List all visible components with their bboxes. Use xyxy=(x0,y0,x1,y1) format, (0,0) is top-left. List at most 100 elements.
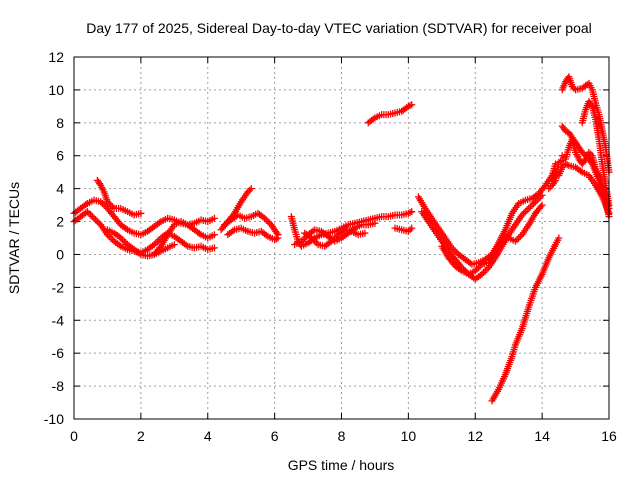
data-point xyxy=(511,237,519,245)
plot-frame xyxy=(73,56,610,420)
data-point xyxy=(83,208,91,216)
data-point xyxy=(404,209,412,217)
data-point xyxy=(155,219,163,227)
data-point xyxy=(450,246,458,254)
data-point xyxy=(562,127,570,135)
data-point xyxy=(369,115,377,123)
data-point xyxy=(102,203,110,211)
series-track-17 xyxy=(488,234,563,405)
data-point xyxy=(90,214,98,222)
data-point xyxy=(585,148,593,156)
data-point xyxy=(170,241,178,249)
data-point xyxy=(577,167,585,175)
y-tick-label: -6 xyxy=(52,345,65,361)
x-tick-label: 10 xyxy=(401,428,417,444)
data-point xyxy=(578,148,586,156)
data-point xyxy=(587,150,595,158)
data-point xyxy=(297,237,305,245)
data-point xyxy=(210,231,218,239)
series-track-12 xyxy=(364,101,416,127)
y-axis-label: SDTVAR / TECUs xyxy=(6,182,22,294)
data-point xyxy=(563,161,571,169)
data-point xyxy=(406,102,414,110)
data-point xyxy=(408,224,416,232)
data-point xyxy=(107,201,115,209)
data-point xyxy=(538,191,546,199)
y-tick-label: 0 xyxy=(56,246,64,262)
data-point xyxy=(156,244,164,252)
data-point xyxy=(154,237,162,245)
data-point xyxy=(516,232,524,240)
data-point xyxy=(518,211,526,219)
data-point xyxy=(536,193,544,201)
y-tick-label: -2 xyxy=(52,279,65,295)
data-point xyxy=(515,234,523,242)
data-point xyxy=(272,235,280,243)
data-point xyxy=(299,236,307,244)
data-point xyxy=(137,209,145,217)
data-point xyxy=(538,201,546,209)
data-point xyxy=(105,199,113,207)
series-track-22 xyxy=(578,97,613,209)
data-point xyxy=(262,231,270,239)
data-point xyxy=(88,213,96,221)
data-point xyxy=(210,244,218,252)
data-point xyxy=(475,264,483,272)
data-point xyxy=(271,236,279,244)
data-point xyxy=(526,203,534,211)
data-point xyxy=(246,186,254,194)
data-point xyxy=(107,234,115,242)
y-tick-label: 2 xyxy=(56,214,64,230)
data-point xyxy=(562,160,570,168)
data-point xyxy=(471,267,479,275)
data-point xyxy=(96,180,104,188)
data-point xyxy=(264,218,272,226)
series-track-13 xyxy=(391,224,416,235)
data-point xyxy=(533,196,541,204)
data-point xyxy=(408,208,416,216)
data-point xyxy=(150,241,158,249)
data-point xyxy=(456,266,464,274)
y-tick-label: 8 xyxy=(56,115,64,131)
data-point xyxy=(115,241,123,249)
data-point xyxy=(545,185,553,193)
data-point xyxy=(520,209,528,217)
data-point xyxy=(93,218,101,226)
data-point xyxy=(108,203,116,211)
data-point xyxy=(481,267,489,275)
x-tick-label: 4 xyxy=(204,428,212,444)
data-point xyxy=(309,236,317,244)
x-tick-label: 8 xyxy=(338,428,346,444)
data-point xyxy=(558,157,566,165)
x-tick-label: 6 xyxy=(271,428,279,444)
data-point xyxy=(312,239,320,247)
series-track-3 xyxy=(93,176,145,219)
data-point xyxy=(523,206,531,214)
x-tick-label: 16 xyxy=(601,428,617,444)
data-point xyxy=(261,214,269,222)
data-point xyxy=(118,236,126,244)
data-point xyxy=(480,269,488,277)
series-track-23 xyxy=(545,157,566,193)
data-point xyxy=(92,216,100,224)
data-point xyxy=(570,84,578,92)
data-point xyxy=(555,234,563,242)
data-point xyxy=(244,188,252,196)
data-point xyxy=(262,216,270,224)
data-point xyxy=(361,229,369,237)
data-points xyxy=(70,73,613,405)
data-point xyxy=(521,208,529,216)
x-axis-label: GPS time / hours xyxy=(288,457,395,473)
data-point xyxy=(152,239,160,247)
data-point xyxy=(478,270,486,278)
data-point xyxy=(555,158,563,166)
data-point xyxy=(473,265,481,273)
data-point xyxy=(513,236,521,244)
series-track-8 xyxy=(224,224,282,244)
y-tick-label: -10 xyxy=(44,411,64,427)
series-track-7 xyxy=(220,209,282,239)
data-point xyxy=(97,198,105,206)
data-point xyxy=(466,259,474,267)
